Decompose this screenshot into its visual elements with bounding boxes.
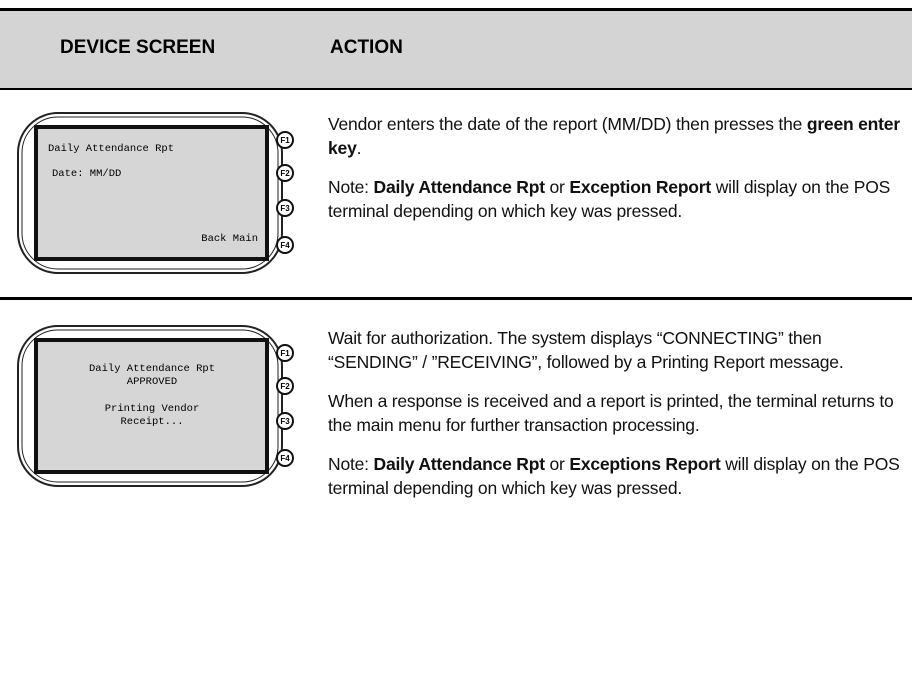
screen-line: APPROVED xyxy=(127,376,177,388)
key-button xyxy=(276,164,294,182)
text: Note: xyxy=(328,177,374,197)
key-button xyxy=(276,199,294,217)
bold-text: Daily Attendance Rpt xyxy=(373,454,546,474)
bold-text: Daily Attendance Rpt xyxy=(373,177,546,197)
column-header: DEVICE SCREEN xyxy=(60,37,216,58)
screen-line: Date: MM/DD xyxy=(52,168,121,180)
bold-text: Exceptions Report xyxy=(569,454,721,474)
device-screen: Daily Attendance Rpt Date: MM/DD Back Ma… xyxy=(17,112,294,274)
bold-text: green enter key xyxy=(328,114,900,158)
paragraph: Note: Daily Attendance Rpt or Exception … xyxy=(328,175,906,223)
action-text: Wait for authorization. The system displ… xyxy=(328,326,906,515)
screen-line: Daily Attendance Rpt xyxy=(89,363,215,375)
key-label: F2 xyxy=(280,169,290,178)
text: or xyxy=(544,177,570,197)
text: Note: xyxy=(328,454,374,474)
key-label: F2 xyxy=(280,382,290,391)
key-label: F4 xyxy=(280,241,290,250)
text: will display on the POS terminal dependi… xyxy=(328,177,891,221)
screen-line: Printing Vendor xyxy=(105,403,200,415)
key-button xyxy=(276,344,294,362)
bold-text: Exception Report xyxy=(569,177,712,197)
screen-line: Daily Attendance Rpt xyxy=(48,143,174,155)
text: will display on the POS terminal dependi… xyxy=(328,454,900,498)
key-button xyxy=(276,236,294,254)
key-button xyxy=(276,449,294,467)
paragraph: Vendor enters the date of the report (MM… xyxy=(328,112,906,160)
paragraph: Note: Daily Attendance Rpt or Exceptions… xyxy=(328,452,906,500)
row-separator xyxy=(0,297,912,300)
paragraph: When a response is received and a report… xyxy=(328,389,906,437)
action-text: Vendor enters the date of the report (MM… xyxy=(328,112,906,238)
column-header: ACTION xyxy=(330,37,403,58)
device-screen: Daily Attendance Rpt APPROVED Printing V… xyxy=(17,325,294,487)
key-button xyxy=(276,377,294,395)
key-label: F3 xyxy=(280,204,290,213)
key-button xyxy=(276,412,294,430)
key-label: F3 xyxy=(280,417,290,426)
text: or xyxy=(544,454,570,474)
text: . xyxy=(356,138,362,158)
key-button xyxy=(276,131,294,149)
table-header: DEVICE SCREEN ACTION xyxy=(0,8,912,90)
text: Wait for authorization. The system displ… xyxy=(328,328,844,372)
text: Vendor enters the date of the report (MM… xyxy=(328,114,807,134)
key-label: F1 xyxy=(280,349,290,358)
key-label: F4 xyxy=(280,454,290,463)
text: When a response is received and a report… xyxy=(328,391,894,435)
screen-line: Back Main xyxy=(201,233,258,245)
paragraph: Wait for authorization. The system displ… xyxy=(328,326,906,374)
screen-line: Receipt... xyxy=(120,416,183,428)
key-label: F1 xyxy=(280,136,290,145)
